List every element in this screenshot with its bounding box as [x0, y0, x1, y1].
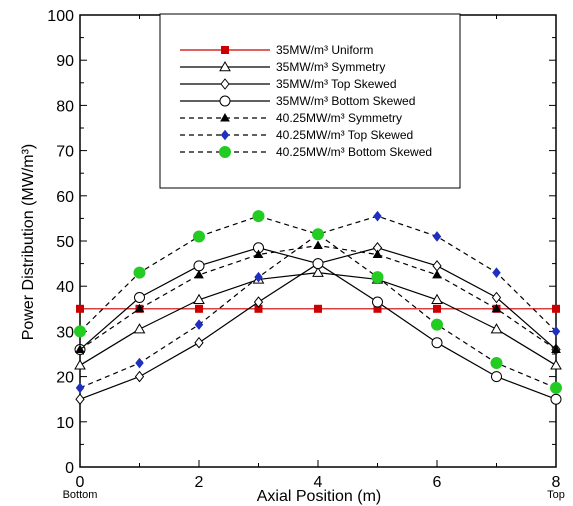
data-point: [252, 210, 265, 223]
data-point: [491, 303, 502, 313]
legend-marker: [219, 95, 231, 107]
data-point: [194, 319, 204, 330]
data-point: [134, 292, 145, 303]
legend-label: 40.25MW/m³ Symmetry: [276, 111, 402, 125]
data-point: [75, 393, 85, 406]
x-tick-label: 8: [552, 474, 561, 491]
data-point: [431, 337, 443, 349]
data-point: [74, 359, 86, 370]
legend-item: 40.25MW/m³ Bottom Skewed: [180, 145, 432, 159]
data-point: [433, 304, 441, 313]
data-point: [432, 231, 442, 242]
legend-item: 40.25MW/m³ Top Skewed: [180, 128, 413, 142]
data-point: [133, 266, 146, 279]
y-tick-label: 80: [56, 98, 74, 115]
series-5: [75, 240, 561, 353]
data-point: [550, 381, 562, 394]
data-point: [194, 269, 204, 279]
data-point: [550, 359, 562, 370]
data-point: [491, 291, 502, 304]
legend-marker: [219, 146, 231, 158]
y-tick-label: 70: [56, 144, 74, 161]
data-point: [492, 267, 501, 278]
y-tick-label: 10: [56, 415, 74, 432]
data-point: [372, 249, 383, 259]
data-point: [135, 357, 144, 369]
data-point: [74, 325, 86, 338]
data-point: [134, 303, 145, 313]
x-axis-title: Axial Position (m): [257, 488, 381, 505]
y-tick-label: 60: [56, 189, 74, 206]
data-point: [133, 323, 146, 334]
data-point: [373, 210, 382, 222]
data-point: [551, 344, 561, 353]
legend-item: 35MW/m³ Top Skewed: [180, 77, 397, 91]
legend-marker: [220, 129, 230, 141]
x-tick-label: 6: [433, 474, 442, 491]
data-point: [552, 304, 560, 313]
legend-marker: [220, 78, 230, 90]
axis-ticks: 0 10 20 30 40 50 60 70 80 90 100 0 2 4 6 8: [47, 8, 560, 491]
data-point: [193, 230, 205, 243]
data-point: [312, 258, 324, 270]
data-point: [432, 269, 442, 279]
x-tick-label: 4: [314, 474, 323, 491]
data-point: [312, 228, 324, 241]
x-end-label-top: Top: [547, 489, 565, 501]
x-tick-label: 2: [195, 474, 204, 491]
legend-label: 35MW/m³ Symmetry: [276, 60, 385, 74]
legend-items: 35MW/m³ Uniform 35MW/m³ Symmetry 35MW/m³ T…: [180, 43, 432, 159]
data-point: [75, 382, 85, 394]
x-end-label-bottom: Bottom: [63, 489, 98, 501]
data-point: [431, 318, 443, 331]
data-point: [372, 296, 383, 308]
legend-label: 35MW/m³ Uniform: [276, 43, 373, 57]
legend-label: 35MW/m³ Top Skewed: [276, 77, 397, 91]
y-tick-label: 30: [56, 324, 74, 341]
legend-item: 40.25MW/m³ Symmetry: [180, 111, 402, 125]
y-axis-title: Power Distribution (MW/m³): [20, 144, 37, 340]
legend-item: 35MW/m³ Bottom Skewed: [180, 94, 415, 108]
data-point: [253, 249, 264, 259]
data-point: [134, 370, 145, 383]
legend-item: 35MW/m³ Uniform: [180, 43, 373, 57]
data-point: [490, 357, 503, 370]
y-tick-label: 20: [56, 370, 74, 387]
x-tick-label: 0: [76, 474, 85, 491]
data-point: [193, 260, 205, 272]
data-point: [312, 266, 324, 277]
data-point: [195, 304, 203, 313]
legend-marker: [219, 60, 231, 72]
y-tick-label: 0: [65, 460, 74, 477]
series-layer: [74, 210, 562, 406]
legend-marker: [220, 112, 230, 122]
data-point: [431, 293, 443, 305]
data-point: [490, 323, 503, 334]
legend: 35MW/m³ Uniform 35MW/m³ Symmetry 35MW/m³ T…: [159, 13, 461, 189]
legend-label: 35MW/m³ Bottom Skewed: [276, 94, 415, 108]
legend-label: 40.25MW/m³ Top Skewed: [276, 128, 413, 142]
series-4: [74, 242, 562, 405]
data-point: [551, 326, 561, 337]
data-point: [254, 271, 263, 283]
data-point: [314, 304, 322, 313]
series-7: [74, 210, 562, 394]
data-point: [76, 304, 84, 313]
legend-marker: [221, 46, 229, 54]
data-point: [193, 293, 205, 305]
legend-item: 35MW/m³ Symmetry: [180, 60, 385, 74]
data-point: [371, 271, 384, 284]
data-point: [253, 296, 264, 308]
data-point: [194, 336, 204, 349]
data-point: [550, 393, 562, 405]
y-tick-label: 40: [56, 279, 74, 296]
data-point: [491, 371, 502, 383]
data-point: [75, 344, 85, 353]
y-tick-label: 90: [56, 53, 74, 70]
legend-label: 40.25MW/m³ Bottom Skewed: [276, 145, 432, 159]
y-tick-label: 100: [47, 8, 74, 25]
y-tick-label: 50: [56, 234, 74, 251]
data-point: [313, 240, 323, 250]
